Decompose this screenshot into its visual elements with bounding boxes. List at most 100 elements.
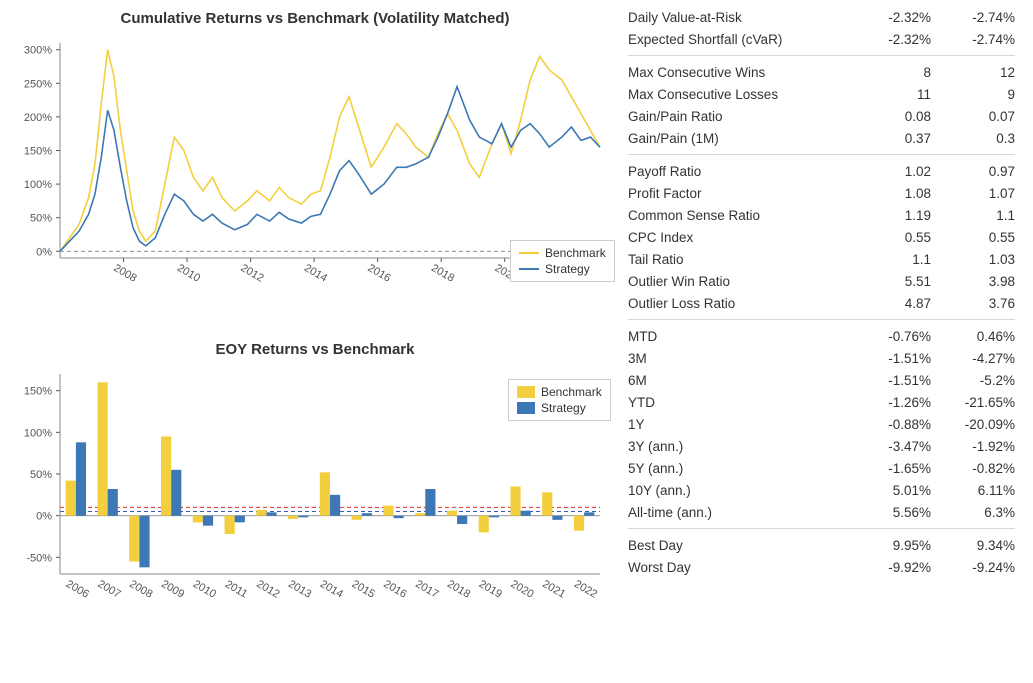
stat-label: 3Y (ann.) — [628, 439, 847, 454]
stat-row: 5Y (ann.)-1.65%-0.82% — [628, 457, 1015, 479]
stat-value-2: 1.03 — [931, 252, 1015, 267]
svg-text:250%: 250% — [24, 78, 52, 90]
svg-text:100%: 100% — [24, 427, 52, 439]
stat-value-2: -21.65% — [931, 395, 1015, 410]
charts-column: Cumulative Returns vs Benchmark (Volatil… — [0, 0, 620, 683]
svg-text:200%: 200% — [24, 112, 52, 124]
svg-text:2012: 2012 — [238, 262, 265, 285]
svg-text:2018: 2018 — [429, 262, 456, 285]
stat-value-1: -2.32% — [847, 10, 931, 25]
svg-text:2008: 2008 — [127, 578, 154, 601]
stat-value-1: -0.76% — [847, 329, 931, 344]
legend-item: Strategy — [517, 400, 602, 416]
dashboard-root: Cumulative Returns vs Benchmark (Volatil… — [0, 0, 1033, 683]
svg-text:2016: 2016 — [366, 262, 393, 285]
stat-label: Outlier Loss Ratio — [628, 296, 847, 311]
stat-value-1: 4.87 — [847, 296, 931, 311]
stat-row: Tail Ratio1.11.03 — [628, 248, 1015, 270]
svg-text:2011: 2011 — [223, 578, 249, 600]
stat-row: All-time (ann.)5.56%6.3% — [628, 501, 1015, 523]
stat-row: Best Day9.95%9.34% — [628, 534, 1015, 556]
cumulative-returns-chart: Cumulative Returns vs Benchmark (Volatil… — [10, 10, 620, 323]
stat-value-1: -1.26% — [847, 395, 931, 410]
stat-label: Expected Shortfall (cVaR) — [628, 32, 847, 47]
legend-item: Benchmark — [519, 245, 606, 261]
stat-label: 10Y (ann.) — [628, 483, 847, 498]
stat-row: CPC Index0.550.55 — [628, 226, 1015, 248]
stat-value-1: 0.08 — [847, 109, 931, 124]
stat-row: Outlier Win Ratio5.513.98 — [628, 270, 1015, 292]
svg-text:2021: 2021 — [540, 578, 567, 601]
stat-value-1: 1.19 — [847, 208, 931, 223]
stat-value-1: -3.47% — [847, 439, 931, 454]
stat-value-1: -1.65% — [847, 461, 931, 476]
stat-row: Expected Shortfall (cVaR)-2.32%-2.74% — [628, 28, 1015, 50]
svg-text:0%: 0% — [36, 511, 52, 523]
stat-value-1: 5.01% — [847, 483, 931, 498]
stat-value-2: 0.55 — [931, 230, 1015, 245]
stat-label: Outlier Win Ratio — [628, 274, 847, 289]
stat-label: Max Consecutive Wins — [628, 65, 847, 80]
stat-value-2: 0.97 — [931, 164, 1015, 179]
stat-label: Worst Day — [628, 560, 847, 575]
stat-value-2: -1.92% — [931, 439, 1015, 454]
svg-text:50%: 50% — [30, 469, 52, 481]
svg-text:-50%: -50% — [26, 552, 52, 564]
stat-row: 6M-1.51%-5.2% — [628, 369, 1015, 391]
stat-value-2: 12 — [931, 65, 1015, 80]
svg-text:100%: 100% — [24, 179, 52, 191]
svg-text:150%: 150% — [24, 146, 52, 158]
legend-item: Benchmark — [517, 384, 602, 400]
stat-value-1: -2.32% — [847, 32, 931, 47]
stat-value-2: 6.11% — [931, 483, 1015, 498]
svg-text:300%: 300% — [24, 45, 52, 57]
stat-value-1: 5.51 — [847, 274, 931, 289]
stat-row: Max Consecutive Losses119 — [628, 83, 1015, 105]
stats-table: Daily Value-at-Risk-2.32%-2.74%Expected … — [620, 0, 1033, 683]
stat-row: Outlier Loss Ratio4.873.76 — [628, 292, 1015, 314]
legend: BenchmarkStrategy — [508, 379, 611, 421]
svg-text:2020: 2020 — [508, 578, 535, 601]
stat-label: Payoff Ratio — [628, 164, 847, 179]
stat-value-1: 1.02 — [847, 164, 931, 179]
stat-value-1: -1.51% — [847, 373, 931, 388]
stat-row: Common Sense Ratio1.191.1 — [628, 204, 1015, 226]
stat-value-1: 9.95% — [847, 538, 931, 553]
stat-value-2: 9.34% — [931, 538, 1015, 553]
svg-text:2018: 2018 — [445, 578, 472, 601]
stat-row: Worst Day-9.92%-9.24% — [628, 556, 1015, 578]
stat-label: 1Y — [628, 417, 847, 432]
stat-value-1: 0.37 — [847, 131, 931, 146]
svg-text:2014: 2014 — [302, 262, 329, 285]
stat-value-2: 3.76 — [931, 296, 1015, 311]
stat-label: 5Y (ann.) — [628, 461, 847, 476]
svg-text:2015: 2015 — [350, 578, 377, 601]
svg-text:2017: 2017 — [413, 578, 440, 601]
stat-label: Best Day — [628, 538, 847, 553]
chart-title: Cumulative Returns vs Benchmark (Volatil… — [10, 10, 620, 27]
stat-label: YTD — [628, 395, 847, 410]
legend: BenchmarkStrategy — [510, 240, 615, 282]
stat-row: 10Y (ann.)5.01%6.11% — [628, 479, 1015, 501]
svg-text:2006: 2006 — [64, 578, 91, 601]
svg-text:2012: 2012 — [254, 578, 281, 601]
svg-text:2013: 2013 — [286, 578, 313, 601]
stat-row: Profit Factor1.081.07 — [628, 182, 1015, 204]
stat-label: CPC Index — [628, 230, 847, 245]
svg-text:50%: 50% — [30, 213, 52, 225]
svg-text:2014: 2014 — [318, 578, 345, 601]
svg-text:2022: 2022 — [572, 578, 599, 601]
svg-text:2007: 2007 — [96, 578, 123, 601]
stat-value-2: 3.98 — [931, 274, 1015, 289]
svg-text:0%: 0% — [36, 246, 52, 258]
stat-value-2: -2.74% — [931, 10, 1015, 25]
stat-label: Gain/Pain Ratio — [628, 109, 847, 124]
stat-separator — [628, 55, 1015, 56]
stat-label: 6M — [628, 373, 847, 388]
svg-text:2016: 2016 — [381, 578, 408, 601]
stat-row: Payoff Ratio1.020.97 — [628, 160, 1015, 182]
stat-value-2: -2.74% — [931, 32, 1015, 47]
stat-value-1: -9.92% — [847, 560, 931, 575]
stat-row: YTD-1.26%-21.65% — [628, 391, 1015, 413]
stat-label: Daily Value-at-Risk — [628, 10, 847, 25]
